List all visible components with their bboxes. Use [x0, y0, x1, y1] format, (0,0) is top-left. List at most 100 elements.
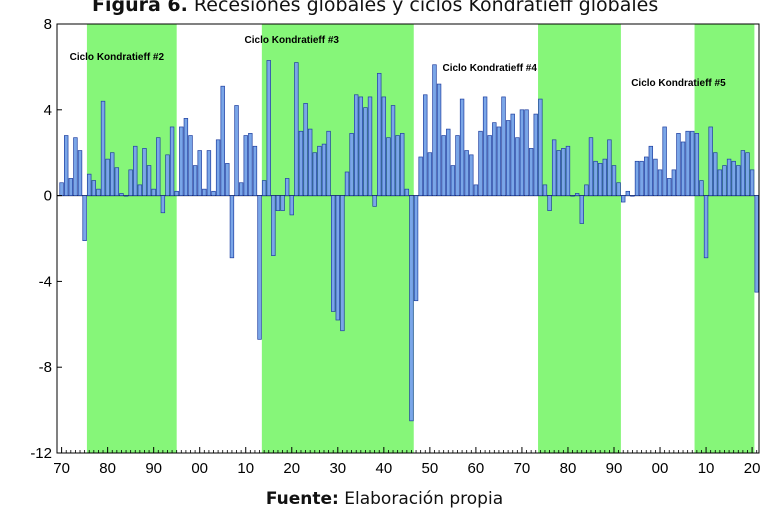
y-tick-label: -4 — [39, 273, 52, 290]
bar — [533, 113, 538, 196]
bar — [91, 180, 97, 196]
bar — [367, 96, 373, 196]
bar — [551, 139, 557, 196]
figure-title-text: Recesiones globales y ciclos Kondratieff… — [193, 0, 659, 16]
bar — [685, 130, 690, 196]
bar — [607, 139, 612, 196]
bar — [639, 160, 644, 196]
bar — [87, 173, 92, 196]
bar — [708, 126, 713, 196]
bar — [169, 126, 175, 196]
x-tick-label: 00 — [191, 460, 208, 477]
bar — [390, 105, 396, 196]
bar — [331, 195, 336, 312]
bar — [303, 103, 308, 196]
bar — [248, 133, 253, 196]
bar — [340, 195, 345, 332]
shaded-period — [86, 24, 177, 453]
bar — [749, 169, 755, 196]
bar — [496, 126, 502, 196]
x-tick-label: 70 — [53, 460, 70, 477]
bar — [59, 182, 64, 196]
bar — [234, 105, 239, 196]
bar — [455, 135, 460, 196]
x-tick-label: 90 — [606, 460, 623, 477]
bar — [395, 135, 400, 196]
bar — [243, 135, 248, 196]
bar — [644, 156, 649, 196]
bar — [602, 158, 607, 196]
bar — [220, 85, 225, 196]
x-tick-label: 40 — [375, 460, 392, 477]
bar — [597, 163, 603, 196]
bar — [671, 169, 677, 196]
x-tick-label: 80 — [560, 460, 577, 477]
x-tick-label: 90 — [145, 460, 162, 477]
plot-frame — [56, 23, 760, 454]
bar — [386, 137, 391, 196]
bar — [736, 165, 741, 196]
bar — [349, 133, 354, 196]
y-tick-label: 0 — [44, 188, 52, 205]
bar — [156, 137, 161, 196]
axes: -12 -8 -4 0 4 8 70 80 90 00 10 20 30 40 50 60 70 80 90 00 10… — [30, 16, 760, 477]
bar — [317, 145, 322, 196]
bar — [229, 195, 235, 259]
bar — [110, 152, 115, 196]
bar — [128, 169, 133, 196]
bar — [464, 150, 469, 196]
bar — [667, 178, 672, 196]
bar — [611, 165, 617, 196]
figure-source: Fuente: Elaboración propia — [0, 489, 769, 509]
bar — [271, 195, 276, 257]
bar — [142, 148, 147, 196]
bar — [584, 184, 589, 196]
bar — [713, 152, 718, 196]
bar — [703, 195, 709, 259]
bar — [377, 72, 382, 196]
cycle-label: Ciclo Kondratieff #4 — [442, 63, 537, 74]
x-tick-label: 60 — [468, 460, 485, 477]
bar — [298, 130, 304, 196]
source-text: Elaboración propia — [344, 489, 504, 509]
bar — [515, 137, 520, 196]
bar — [238, 182, 244, 196]
bar — [197, 150, 202, 196]
bar — [662, 126, 667, 196]
bar — [321, 143, 327, 196]
bar — [542, 184, 548, 196]
bar — [519, 109, 525, 196]
x-tick-label: 00 — [652, 460, 669, 477]
bar — [634, 160, 640, 196]
bar — [418, 156, 423, 196]
bar — [505, 120, 511, 196]
bar — [257, 195, 262, 340]
bar — [280, 195, 285, 211]
bar — [133, 145, 138, 196]
bar — [524, 109, 529, 196]
x-tick-label: 20 — [283, 460, 300, 477]
bar — [294, 62, 299, 196]
x-tick-label: 80 — [99, 460, 116, 477]
bar — [423, 94, 428, 196]
bar — [676, 133, 681, 196]
bar — [432, 64, 437, 196]
bar — [717, 169, 723, 196]
x-tick-label: 20 — [744, 460, 761, 477]
bar — [211, 190, 216, 196]
bar — [363, 107, 368, 196]
bar — [137, 184, 143, 196]
bar — [77, 150, 83, 196]
bar — [616, 182, 621, 196]
bar — [690, 130, 695, 196]
bar — [192, 165, 198, 196]
y-tick-label: 4 — [44, 102, 52, 119]
bar — [68, 178, 74, 196]
bar — [105, 158, 110, 196]
bar — [450, 165, 456, 196]
bar — [436, 83, 442, 196]
bar — [123, 195, 129, 197]
bar — [119, 193, 124, 196]
bar — [252, 145, 258, 196]
bar — [413, 195, 419, 302]
